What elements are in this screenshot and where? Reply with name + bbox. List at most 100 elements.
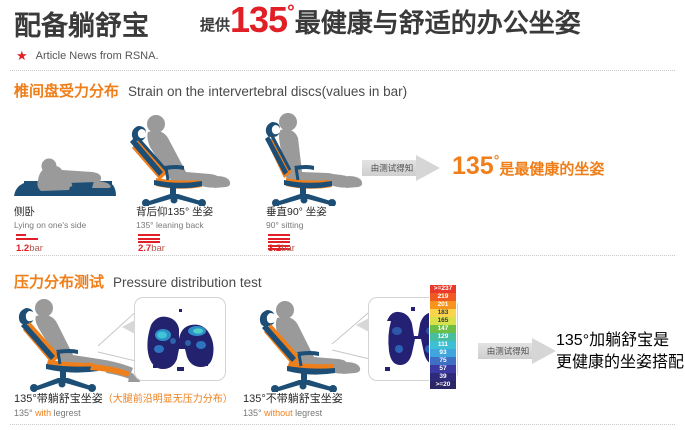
arrow-shape: 由测试得知	[478, 338, 556, 364]
section2-arrow: 由测试得知	[478, 338, 556, 364]
section2-conclusion: 135°加躺舒宝是 更健康的坐姿搭配	[556, 330, 684, 374]
caption-cn-line: 135°不带躺舒宝坐姿	[243, 392, 343, 407]
section2-heading-en: Pressure distribution test	[113, 275, 262, 290]
bar-value-3: 3.2bar	[268, 243, 295, 254]
conclusion-text-1: 加躺舒宝是	[589, 332, 670, 349]
bar-value-number: 3.2	[268, 243, 282, 254]
bar-indicator-1	[16, 234, 38, 240]
lying-on-side-illustration	[14, 158, 116, 196]
arrow-head	[416, 155, 440, 181]
section2-heading: 压力分布测试 Pressure distribution test	[14, 271, 262, 292]
caption-en-emphasis: with	[35, 408, 52, 418]
scale-row: >=20	[430, 381, 456, 389]
bar-value-unit: bar	[29, 243, 43, 254]
arrow-shape: 由测试得知	[362, 155, 440, 181]
conclusion-text-2: 更健康的坐姿搭配	[556, 354, 685, 371]
caption-cn: 135°不带躺舒宝坐姿	[243, 393, 343, 405]
arrow-body	[362, 160, 418, 176]
leaning-back-chair-illustration	[130, 115, 231, 206]
caption-cn: 背后仰135° 坐姿	[136, 206, 214, 218]
caption-note: （大腿前沿明显无压力分布）	[102, 394, 233, 405]
pressure-heatmap-with-legrest	[143, 305, 219, 375]
callout-leader-lines-1	[97, 307, 141, 363]
byline-text: Article News from RSNA.	[35, 49, 159, 62]
caption-en-pre: 135°	[243, 408, 265, 418]
scale-row: 75	[430, 357, 456, 365]
section1-conclusion: 135°是最健康的坐姿	[452, 152, 604, 181]
bar-value-2: 2.7bar	[138, 243, 165, 254]
page-title: 配备躺舒宝	[14, 11, 149, 41]
pressure-color-scale: >=237 219 201 183 165 147 129 111 93 75 …	[429, 284, 457, 390]
figure-chair-without-legrest	[243, 296, 361, 392]
page-tagline: 提供 135 ° 最健康与舒适的办公坐姿	[200, 2, 581, 40]
figure-leaning-back-135: 背后仰135° 坐姿 135° leaning back 2.7bar	[112, 110, 238, 254]
byline: ★ Article News from RSNA.	[16, 49, 159, 62]
conclusion-line-1: 135°加躺舒宝是	[556, 330, 684, 352]
arrow-body	[478, 343, 534, 359]
pressure-map-callout-with-legrest	[122, 297, 226, 381]
conclusion-degree-symbol: °	[493, 152, 500, 168]
caption-en-pre: 135°	[14, 408, 36, 418]
caption-cn: 135°带躺舒宝坐姿	[14, 393, 103, 405]
section1-arrow: 由测试得知	[362, 155, 440, 181]
caption-en-post: legrest	[51, 408, 81, 418]
tagline-number: 135	[230, 0, 288, 40]
conclusion-line-2: 更健康的坐姿搭配	[556, 352, 684, 374]
caption-en-line: 135° without legrest	[243, 407, 343, 419]
scale-row: >=237	[430, 285, 456, 293]
arrow-label: 由测试得知	[370, 163, 414, 173]
caption-without-legrest: 135°不带躺舒宝坐姿 135° without legrest	[243, 392, 343, 419]
divider-middle	[10, 255, 675, 256]
figure-sitting-90: 垂直90° 坐姿 90° sitting 3.2bar	[248, 110, 366, 254]
caption-cn: 垂直90° 坐姿	[266, 206, 327, 218]
bar-indicator-3	[268, 234, 290, 250]
caption-en: 90° sitting	[266, 220, 304, 230]
divider-top	[10, 70, 675, 71]
bar-indicator-2	[138, 234, 160, 243]
bar-value-number: 2.7	[138, 243, 152, 254]
bar-value-unit: bar	[281, 243, 295, 254]
bar-value-unit: bar	[151, 243, 165, 254]
conclusion-number: 135	[556, 332, 583, 349]
caption-en-line: 135° with legrest	[14, 407, 233, 419]
section2-heading-cn: 压力分布测试	[14, 274, 105, 291]
reclined-chair-with-legrest-illustration	[18, 299, 140, 392]
bar-value-1: 1.2bar	[16, 243, 43, 254]
caption-en-post: legrest	[292, 408, 323, 418]
conclusion-text: 是最健康的坐姿	[499, 161, 605, 178]
tagline-degree-symbol: °	[287, 2, 295, 23]
scale-row: 201	[430, 301, 456, 309]
scale-row: 129	[430, 333, 456, 341]
caption-cn: 侧卧	[14, 206, 35, 218]
conclusion-number: 135	[452, 152, 494, 180]
scale-row: 165	[430, 317, 456, 325]
scale-row: 219	[430, 293, 456, 301]
section1-heading: 椎间盘受力分布 Strain on the intervertebral dis…	[14, 80, 407, 101]
scale-row: 111	[430, 341, 456, 349]
callout-leader-lines-2	[331, 307, 375, 361]
reclined-chair-no-legrest-illustration	[259, 301, 361, 392]
arrow-head	[532, 338, 556, 364]
caption-lying-on-side: 侧卧 Lying on one's side	[14, 206, 86, 231]
caption-cn-line: 135°带躺舒宝坐姿（大腿前沿明显无压力分布）	[14, 392, 233, 407]
section1-heading-cn: 椎间盘受力分布	[14, 83, 120, 100]
caption-en: 135° leaning back	[136, 220, 204, 230]
scale-row: 147	[430, 325, 456, 333]
scale-row: 39	[430, 373, 456, 381]
caption-sitting-90: 垂直90° 坐姿 90° sitting	[266, 206, 327, 231]
star-icon: ★	[16, 48, 28, 63]
callout-tail	[122, 320, 135, 334]
upright-sitting-chair-illustration	[265, 113, 363, 206]
arrow-label: 由测试得知	[486, 346, 530, 356]
tagline-suffix: 最健康与舒适的办公坐姿	[294, 8, 581, 38]
tagline-prefix: 提供	[200, 17, 231, 34]
caption-en-emphasis: without	[264, 408, 293, 418]
conclusion-degree-symbol: °	[582, 332, 590, 349]
figure-lying-on-side: 侧卧 Lying on one's side 1.2bar	[8, 148, 120, 254]
section1-heading-en: Strain on the intervertebral discs(value…	[128, 84, 408, 99]
figure-chair-with-legrest	[4, 294, 140, 392]
scale-row: 57	[430, 365, 456, 373]
caption-leaning-back-135: 背后仰135° 坐姿 135° leaning back	[136, 206, 213, 231]
caption-with-legrest: 135°带躺舒宝坐姿（大腿前沿明显无压力分布） 135° with legres…	[14, 392, 233, 419]
